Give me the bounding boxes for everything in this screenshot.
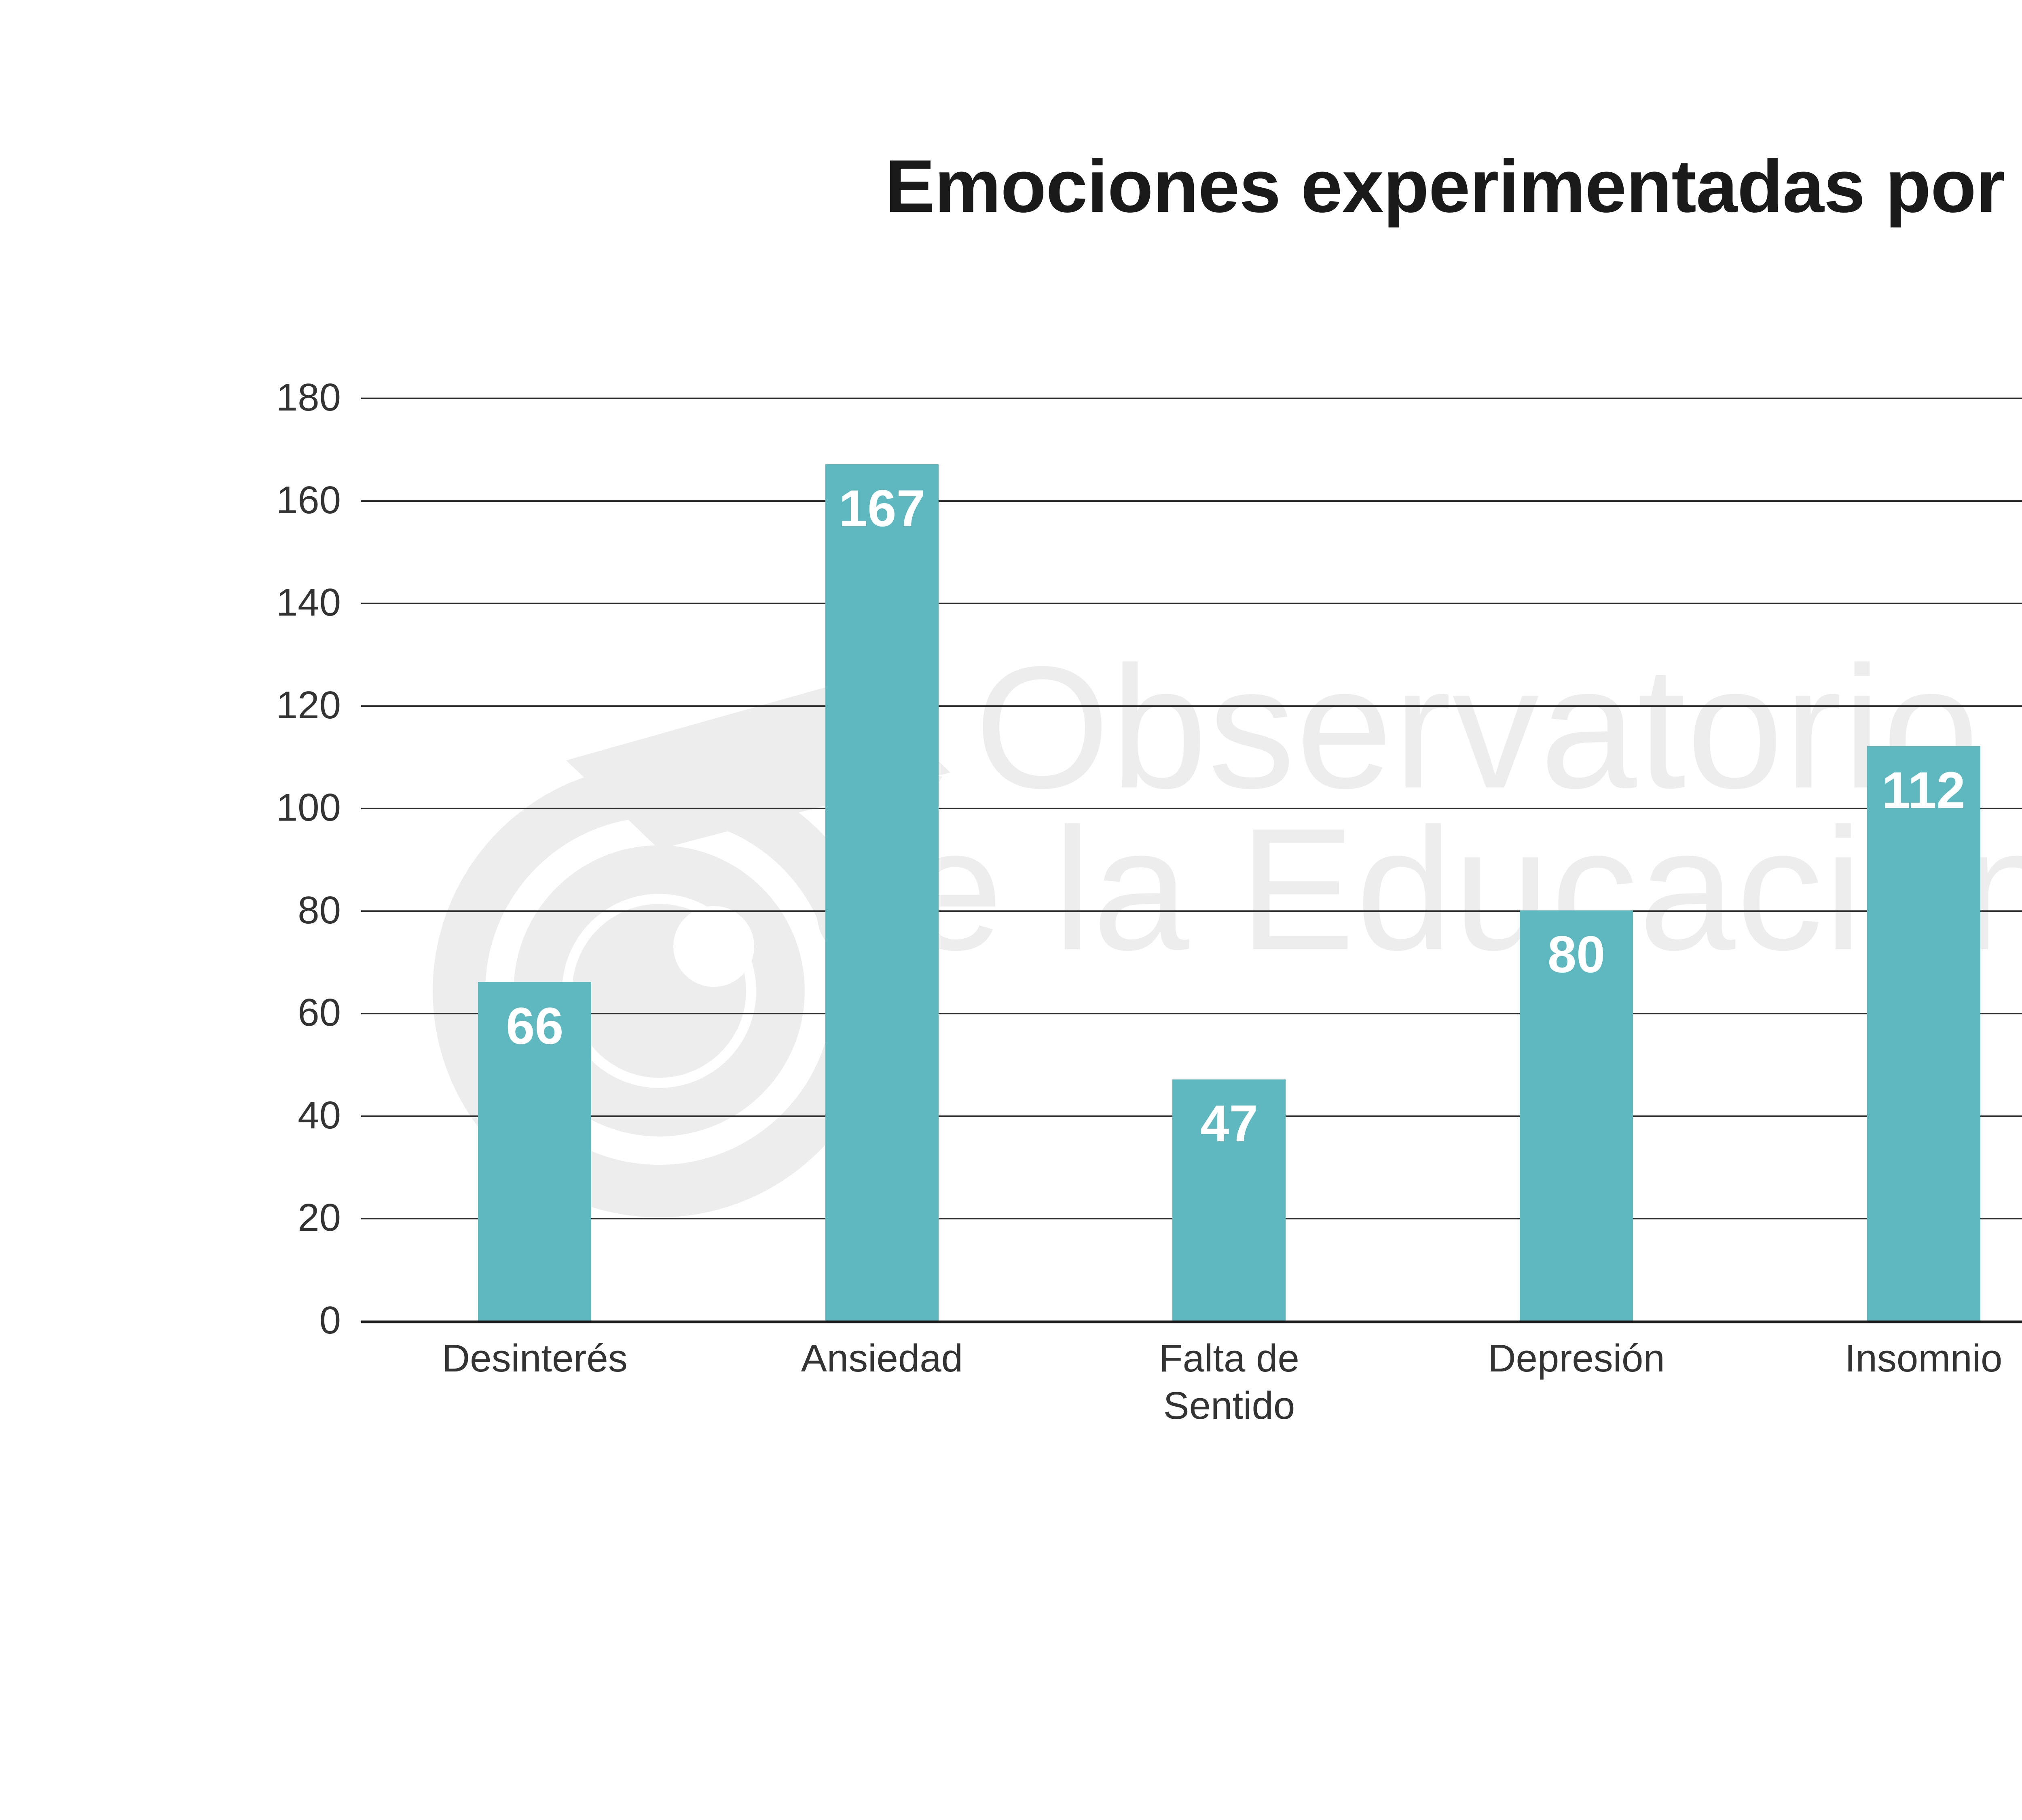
bar[interactable]: 47 — [1172, 1079, 1286, 1321]
y-tick-label: 0 — [319, 1299, 341, 1342]
x-tick-label-line: Falta de — [1159, 1337, 1299, 1380]
y-tick-label: 140 — [276, 581, 341, 624]
gridline — [361, 398, 2022, 399]
gridline — [361, 808, 2022, 810]
x-tick-label: Falta de Sentido — [1055, 1335, 1403, 1429]
x-tick-label-line: Depresión — [1488, 1337, 1665, 1380]
y-axis-tick-labels: 0 20 40 60 80 100 120 140 160 180 — [0, 376, 361, 1342]
bar[interactable]: 112 — [1867, 746, 1980, 1321]
bar-value-label: 167 — [839, 479, 925, 538]
bar-value-label: 66 — [506, 997, 564, 1056]
bar-series: 66167478011215927 — [361, 398, 2022, 1321]
y-tick-label: 120 — [276, 683, 341, 727]
y-tick-label: 180 — [276, 376, 341, 419]
page-title: Emociones experimentadas por docentes — [885, 145, 2022, 228]
y-tick-label: 160 — [276, 478, 341, 522]
y-tick-label: 80 — [298, 888, 341, 932]
x-tick-label-line: Ansiedad — [801, 1337, 963, 1380]
x-axis-category-labels: Desinterés Ansiedad Falta de Sentido Depresi… — [361, 1335, 2022, 1505]
x-tick-label: Ansiedad — [709, 1335, 1056, 1382]
x-tick-label-line: Desinterés — [442, 1337, 628, 1380]
gridline — [361, 1013, 2022, 1015]
plot-area: 66167478011215927 — [361, 398, 2022, 1323]
y-tick-label: 40 — [298, 1093, 341, 1137]
gridline — [361, 500, 2022, 502]
bar[interactable]: 80 — [1520, 910, 1633, 1321]
x-tick-label: Insomnio — [1750, 1335, 2022, 1382]
bar-value-label: 47 — [1200, 1095, 1258, 1153]
x-tick-label: Desinterés — [361, 1335, 709, 1382]
gridline — [361, 603, 2022, 605]
bar[interactable]: 66 — [478, 982, 592, 1321]
x-tick-label: Depresión — [1403, 1335, 1750, 1382]
bar-value-label: 112 — [1882, 762, 1965, 820]
y-tick-label: 60 — [298, 991, 341, 1035]
x-tick-label-line: Insomnio — [1844, 1337, 2003, 1380]
gridline — [361, 705, 2022, 707]
y-tick-label: 100 — [276, 786, 341, 830]
bar[interactable]: 167 — [825, 464, 939, 1321]
gridline — [361, 910, 2022, 912]
y-tick-label: 20 — [298, 1196, 341, 1240]
x-tick-label-line: Sentido — [1163, 1384, 1295, 1428]
gridline — [361, 1321, 2022, 1323]
bar-value-label: 80 — [1547, 925, 1605, 984]
